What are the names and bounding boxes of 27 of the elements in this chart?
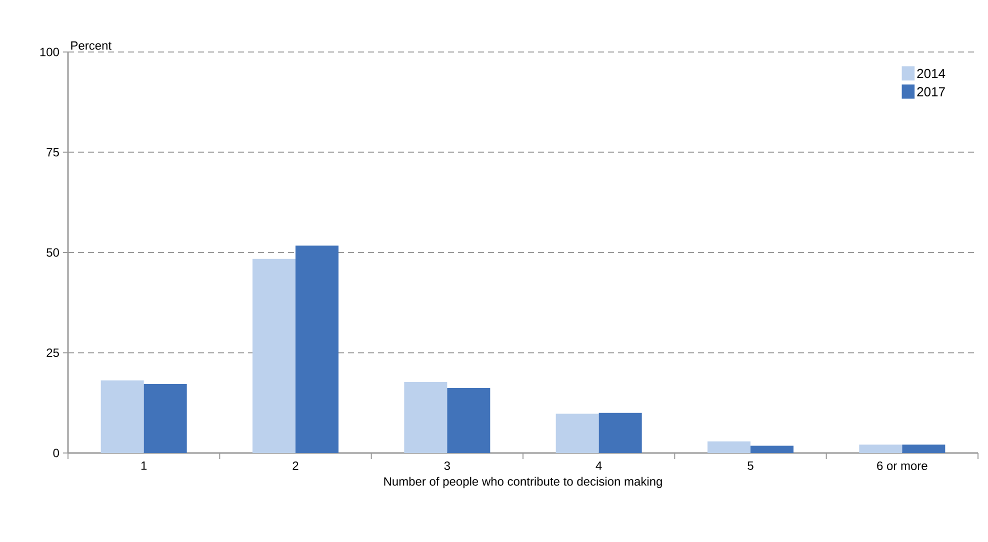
y-tick-label: 0 [53,448,60,458]
bar [100,380,144,453]
bar [750,446,794,453]
y-axis-title: Percent [71,41,112,50]
x-tick-label: 6 or more [877,462,928,470]
y-tick-label: 100 [40,48,59,56]
bar [296,246,339,453]
x-tick-label: 1 [141,462,147,470]
x-axis-title: Number of people who contribute to decision making [384,476,662,488]
x-tick-label: 3 [444,462,450,470]
y-tick-label: 75 [46,148,59,156]
bar [598,412,642,453]
bar [404,382,448,453]
bar [144,384,187,453]
bar [902,444,946,453]
x-tick-label: 5 [748,462,754,470]
legend-label: 2017 [917,87,945,96]
bar [447,388,490,453]
bar [252,258,296,453]
y-tick-label: 50 [46,248,60,257]
bar [708,441,751,453]
x-tick-label: 2 [292,462,298,470]
y-tick-label: 25 [46,348,59,357]
bar [556,414,599,453]
x-tick-label: 4 [596,462,602,470]
bar [859,444,902,453]
legend-label: 2014 [917,68,946,78]
